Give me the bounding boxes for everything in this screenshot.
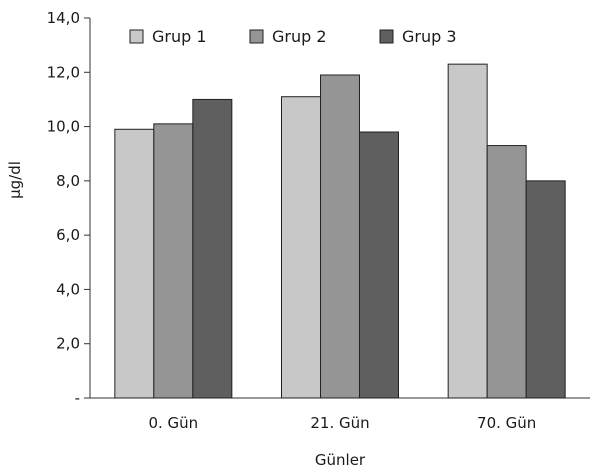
- x-category-label: 21. Gün: [310, 414, 369, 432]
- bar-grup-1-cat-1: [281, 96, 321, 399]
- bars: [114, 63, 566, 399]
- y-tick-label: 4,0: [56, 280, 80, 298]
- y-axis: - 2,0 4,0 6,0 8,0 10,0 12,0 14,0: [47, 9, 91, 407]
- y-tick-label: 2,0: [56, 335, 80, 353]
- legend-label: Grup 1: [152, 27, 207, 46]
- y-axis-title: µg/dl: [6, 161, 24, 199]
- legend-swatch: [379, 29, 394, 44]
- y-tick-label: 8,0: [56, 172, 80, 190]
- bar-grup-3-cat-2: [525, 180, 566, 399]
- bar-grup-2-cat-2: [486, 145, 527, 399]
- y-tick-label: 10,0: [47, 118, 80, 136]
- legend-label: Grup 3: [402, 27, 457, 46]
- legend-swatch: [249, 29, 264, 44]
- bar-grup-3-cat-1: [359, 131, 399, 399]
- y-tick-label: 14,0: [47, 9, 80, 27]
- legend-swatch: [129, 29, 144, 44]
- y-tick-label: 12,0: [47, 63, 80, 81]
- x-category-label: 70. Gün: [477, 414, 536, 432]
- bar-grup-1-cat-0: [114, 128, 155, 399]
- x-category-label: 0. Gün: [148, 414, 198, 432]
- bar-grup-1-cat-2: [447, 63, 488, 399]
- legend: Grup 1 Grup 2 Grup 3: [129, 27, 457, 46]
- y-ticks: - 2,0 4,0 6,0 8,0 10,0 12,0 14,0: [47, 9, 90, 407]
- y-tick-label: -: [75, 389, 80, 407]
- x-category-labels: 0. Gün 21. Gün 70. Gün: [148, 414, 536, 432]
- legend-label: Grup 2: [272, 27, 327, 46]
- y-tick-label: 6,0: [56, 226, 80, 244]
- bar-grup-2-cat-1: [320, 74, 360, 399]
- bar-grup-2-cat-0: [153, 123, 194, 399]
- x-axis-title: Günler: [315, 451, 366, 469]
- bar-grup-3-cat-0: [192, 98, 233, 399]
